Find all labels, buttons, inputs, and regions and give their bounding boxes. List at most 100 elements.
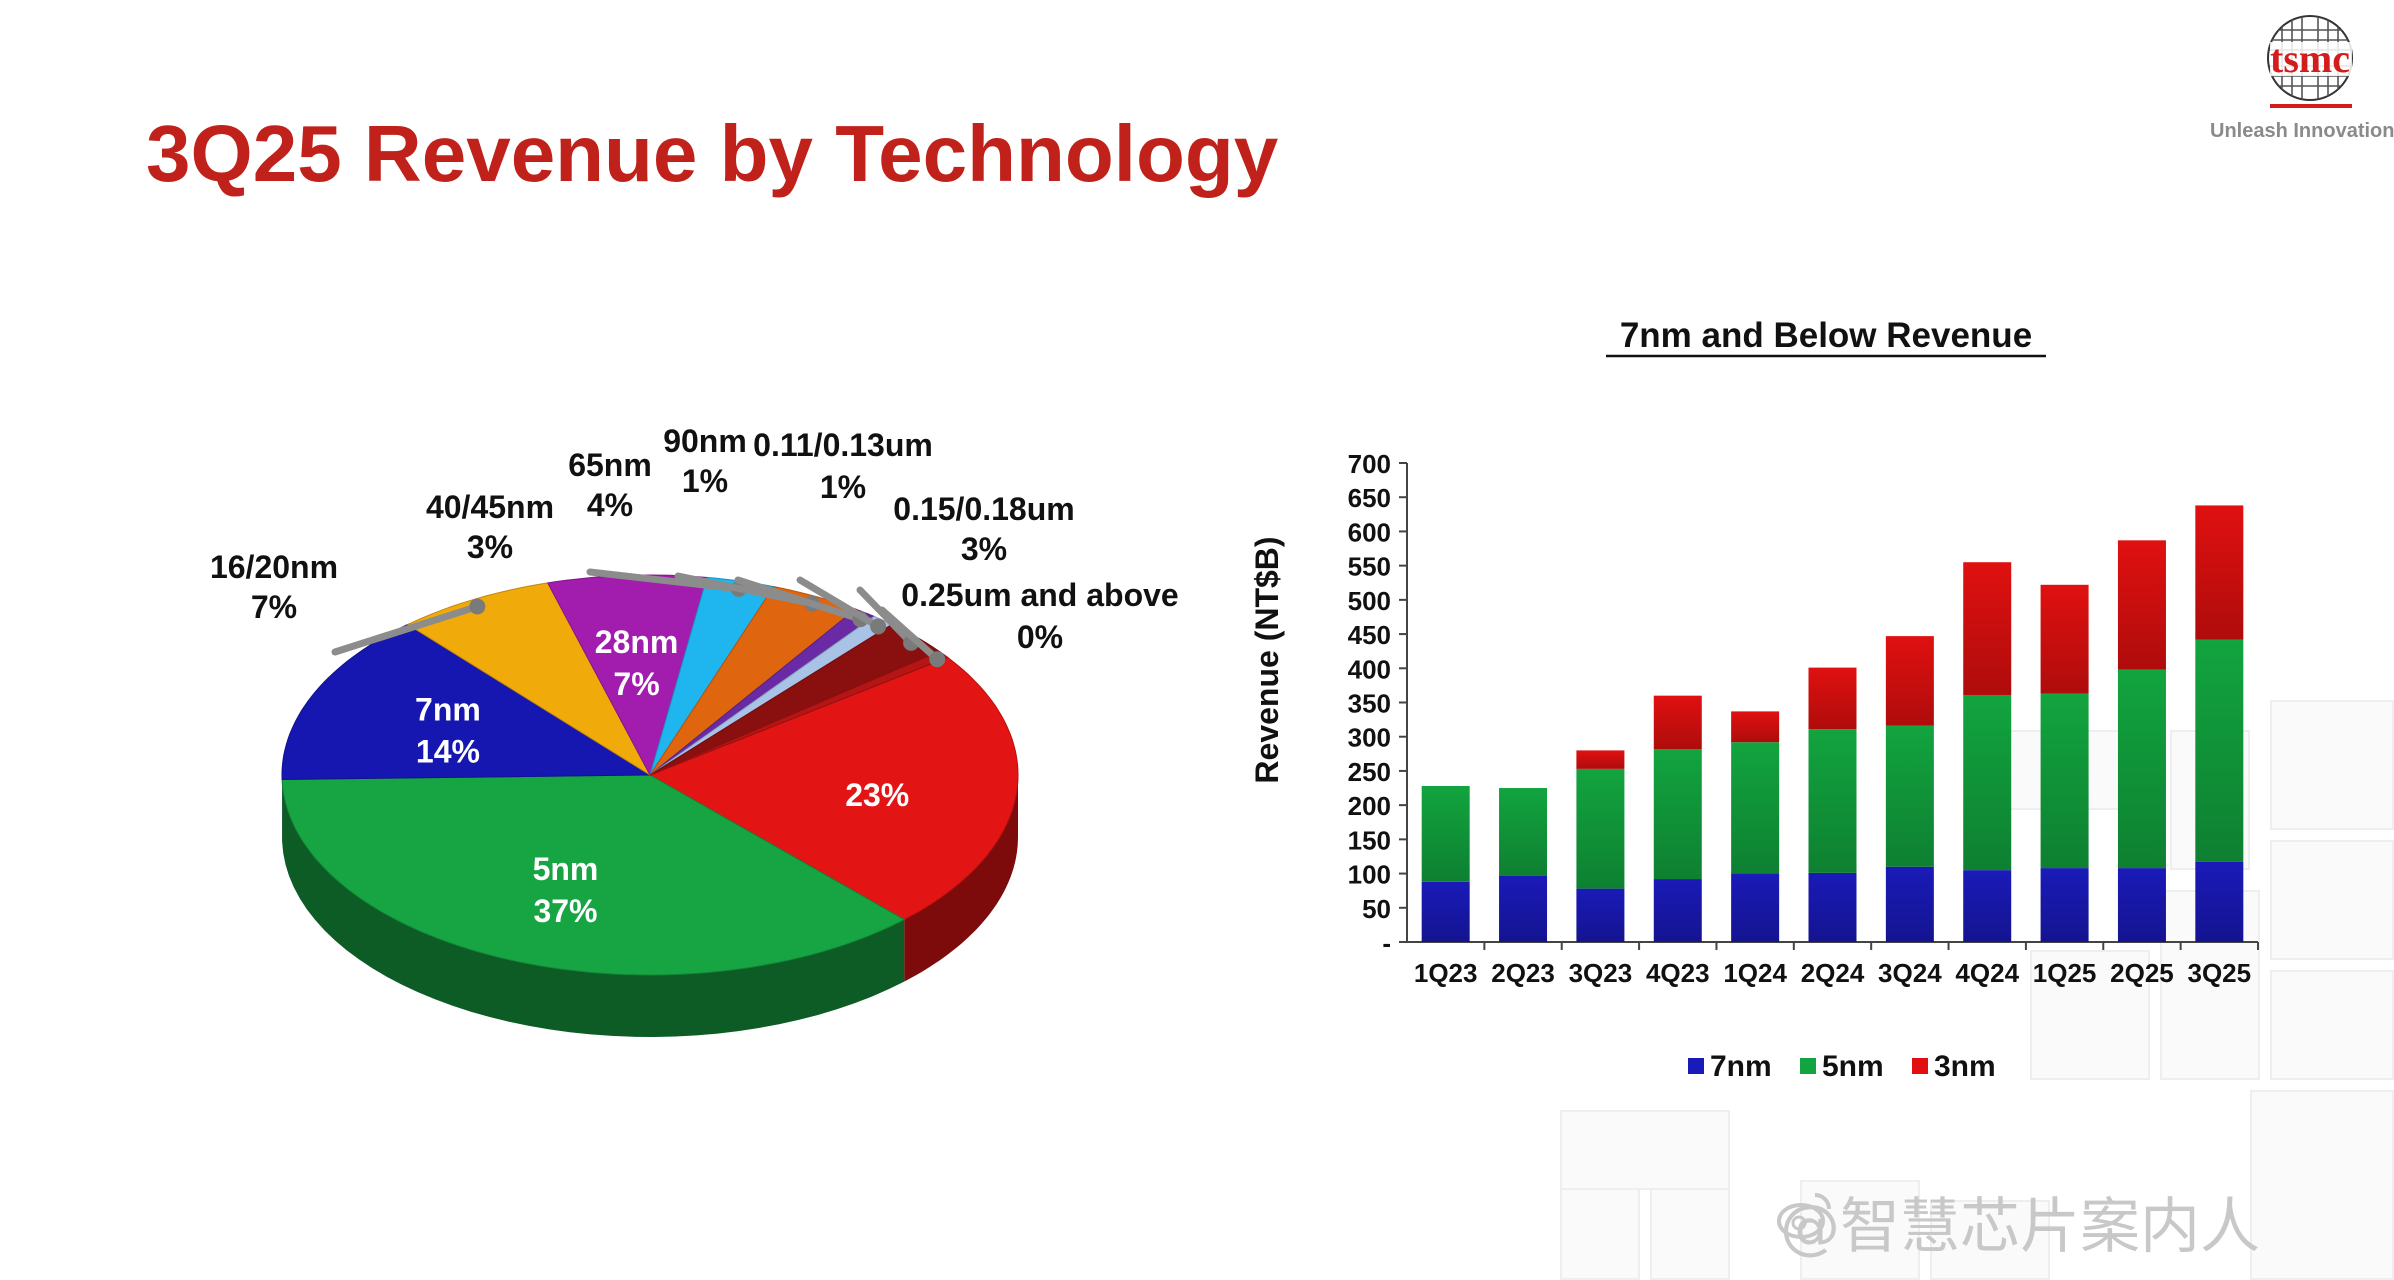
bar-5nm-1q24 (1731, 742, 1780, 874)
watermark: @智慧芯片案内人 (1780, 1192, 2260, 1262)
x-tick-label: 1Q25 (2033, 958, 2097, 988)
technology-pie-chart: 23% 5nm 37% 7nm 14% 28nm 7% 16/20nm 7% 40/45nm 3% 6… (210, 423, 1179, 1037)
leader-line-90nm (734, 576, 864, 623)
bar-chart-title: 7nm and Below Revenue (1620, 316, 2032, 355)
y-tick-label: 450 (1348, 620, 1391, 650)
bar-3nm-2q25 (2117, 540, 2166, 670)
bar-7nm-3q24 (1885, 866, 1934, 942)
pie-label-5nm: 5nm (533, 851, 599, 887)
y-tick-label: 150 (1348, 825, 1391, 855)
pie-label-7nm: 7nm (415, 692, 481, 728)
bar-3nm-1q24 (1731, 711, 1780, 743)
slide-title: 3Q25 Revenue by Technology (146, 109, 1279, 198)
x-tick-label: 4Q23 (1646, 958, 1710, 988)
pie-label-65nm: 65nm (568, 447, 652, 483)
x-tick-label: 1Q23 (1414, 958, 1478, 988)
pie-slice-3nm (648, 656, 1019, 921)
y-tick-label: 50 (1362, 894, 1391, 924)
pie-side-5nm (282, 779, 905, 1037)
legend-swatch-5nm (1800, 1058, 1816, 1074)
pie-value-7nm: 14% (416, 734, 480, 770)
y-tick-label: 300 (1348, 723, 1391, 753)
bar-5nm-1q23 (1421, 785, 1470, 882)
bar-7nm-1q24 (1731, 873, 1780, 942)
y-tick-label: 600 (1348, 517, 1391, 547)
pie-label-0-25um-and-above: 0.25um and above (901, 577, 1178, 613)
x-tick-label: 2Q24 (1801, 958, 1865, 988)
leader-dot-16-20nm (469, 598, 486, 615)
leader-line-16-20nm (331, 603, 481, 656)
bar-7nm-3q25 (2195, 861, 2244, 942)
bar-5nm-2q25 (2117, 669, 2166, 869)
x-tick-label: 2Q23 (1491, 958, 1555, 988)
leader-line-0-25um-and-above (878, 606, 941, 663)
pie-value-0-15-0-18um: 3% (961, 531, 1007, 567)
pie-side-3nm (904, 775, 1018, 982)
bar-3nm-4q23 (1653, 695, 1702, 750)
pie-value-0-11-0-13um: 1% (820, 469, 866, 505)
pie-value-3nm: 23% (845, 777, 909, 813)
y-tick-label: 100 (1348, 860, 1391, 890)
y-tick-label: 200 (1348, 791, 1391, 821)
x-tick-label: 4Q24 (1955, 958, 2019, 988)
bar-3nm-4q24 (1963, 562, 2012, 695)
bar-3nm-3q24 (1885, 636, 1934, 726)
bar-7nm-1q25 (2040, 868, 2089, 942)
bar-5nm-1q25 (2040, 693, 2089, 869)
x-tick-label: 3Q24 (1878, 958, 1942, 988)
bar-7nm-1q23 (1421, 881, 1470, 942)
bar-7nm-2q25 (2117, 868, 2166, 942)
pie-slice-5nm (281, 774, 906, 976)
pie-label-16-20nm: 16/20nm (210, 549, 338, 585)
leader-dot-0-25um-and-above (929, 651, 946, 668)
legend-label-7nm: 7nm (1710, 1050, 1772, 1083)
pie-value-28nm: 7% (613, 666, 659, 702)
bar-3nm-1q25 (2040, 584, 2089, 694)
bar-5nm-3q25 (2195, 639, 2244, 862)
y-tick-label: - (1382, 928, 1391, 958)
pie-value-5nm: 37% (533, 893, 597, 929)
y-tick-label: 350 (1348, 689, 1391, 719)
bar-7nm-2q23 (1499, 875, 1548, 942)
bar-5nm-4q23 (1653, 749, 1702, 880)
pie-value-90nm: 1% (682, 463, 728, 499)
bar-3nm-2q24 (1808, 667, 1857, 730)
revenue-bar-chart: 7nm and Below Revenue Revenue (NT$B) 1Q2… (1249, 316, 2259, 1083)
y-tick-label: 650 (1348, 483, 1391, 513)
pie-value-40-45nm: 3% (467, 529, 513, 565)
legend-label-3nm: 3nm (1934, 1050, 1996, 1083)
pie-label-40-45nm: 40/45nm (426, 489, 554, 525)
tsmc-logo: tsmc (2230, 8, 2394, 148)
pie-label-90nm: 90nm (663, 423, 747, 459)
tagline: Unleash Innovation (2210, 120, 2394, 142)
logo-wordmark: tsmc (2270, 36, 2350, 81)
bar-5nm-3q23 (1576, 768, 1625, 889)
y-tick-label: 500 (1348, 586, 1391, 616)
bar-5nm-4q24 (1963, 694, 2012, 871)
bar-7nm-2q24 (1808, 872, 1857, 942)
bar-3nm-3q23 (1576, 750, 1625, 769)
y-tick-label: 550 (1348, 552, 1391, 582)
x-tick-label: 3Q25 (2188, 958, 2252, 988)
legend-swatch-7nm (1688, 1058, 1704, 1074)
legend-swatch-3nm (1912, 1058, 1928, 1074)
leader-line-0-11-0-13um (796, 576, 882, 630)
bar-7nm-4q24 (1963, 870, 2012, 942)
x-tick-label: 1Q24 (1723, 958, 1787, 988)
pie-value-0-25um-and-above: 0% (1017, 619, 1063, 655)
x-tick-label: 3Q23 (1569, 958, 1633, 988)
bar-5nm-2q23 (1499, 788, 1548, 876)
y-tick-label: 250 (1348, 757, 1391, 787)
bar-7nm-4q23 (1653, 879, 1702, 942)
bar-7nm-3q23 (1576, 888, 1625, 942)
pie-label-0-15-0-18um: 0.15/0.18um (893, 491, 1074, 527)
leader-dot-0-11-0-13um (870, 618, 887, 635)
pie-value-16-20nm: 7% (251, 589, 297, 625)
y-tick-label: 400 (1348, 654, 1391, 684)
bar-5nm-2q24 (1808, 729, 1857, 873)
pie-label-0-11-0-13um: 0.11/0.13um (753, 427, 933, 463)
bar-3nm-3q25 (2195, 505, 2244, 640)
weibo-icon (1777, 1193, 1831, 1239)
x-tick-label: 2Q25 (2110, 958, 2174, 988)
legend-label-5nm: 5nm (1822, 1050, 1884, 1083)
